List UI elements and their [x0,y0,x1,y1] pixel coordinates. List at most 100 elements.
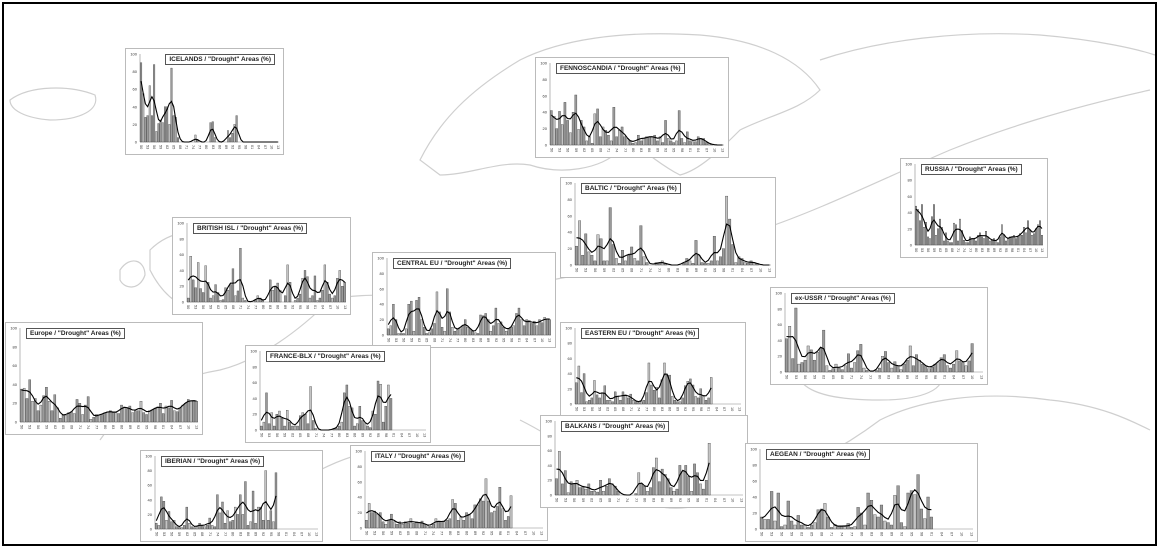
bar [803,359,807,373]
x-tick-label: 74 [859,375,863,379]
x-tick-label: 68 [231,305,235,309]
bar [574,94,578,146]
bar [608,478,611,496]
x-tick-label: 53 [194,305,198,309]
x-tick-label: 95 [237,145,241,149]
bar [440,327,444,336]
x-tick-label: 65 [613,407,617,411]
scandinavia-coast [419,33,821,176]
chart-title: BALTIC / "Drought" Areas (%) [581,183,681,194]
bar [856,350,860,373]
bar [234,506,237,530]
x-tick-label: 77 [850,532,854,536]
bar [666,478,670,496]
bar [443,521,446,529]
bar [677,110,681,146]
x-tick-label: 74 [625,498,629,502]
bar [131,412,134,423]
bar [942,354,946,373]
bar [337,425,341,431]
bar [853,362,857,373]
bar [159,403,162,423]
x-tick-label: 92 [683,407,687,411]
bar [165,520,168,530]
bar [613,485,617,496]
bar [244,300,247,303]
y-tick-label: 80 [13,344,18,349]
bar [148,410,151,423]
bar [356,423,359,431]
bar [563,470,567,496]
bar [663,474,667,496]
bar [221,501,224,530]
x-tick-label: 10 [531,531,535,535]
bar [955,350,959,373]
x-tick-label: 10 [731,498,735,502]
x-tick-label: 62 [417,338,421,342]
chart-france-blx: 0 20 40 60 80 100 50 53 56 59 62 65 68 71 74 77 80 83 86 89… [245,345,431,443]
bar [187,297,190,303]
bar [588,136,591,146]
bar [213,137,216,143]
bar [459,516,463,529]
bar [209,297,212,303]
smoothed-trend-line [155,495,277,528]
chart-title: BALKANS / "Drought" Areas (%) [561,421,670,432]
x-tick-label: 92 [914,375,918,379]
bar [464,319,467,336]
bar [581,485,585,496]
x-tick-label: 77 [644,407,648,411]
bar [737,256,741,266]
x-tick-label: 77 [223,532,227,536]
y-tick-label: 60 [778,322,783,327]
x-tick-label: 68 [630,268,634,272]
bar [930,367,934,373]
x-tick-label: 53 [563,498,567,502]
x-tick-label: 53 [162,532,166,536]
x-tick-label: 71 [423,531,427,535]
bar [921,204,923,246]
y-tick-label: 40 [13,382,18,387]
bar [780,526,784,530]
bar [95,414,98,423]
bar [1003,235,1005,246]
x-tick-label: 95 [298,305,302,309]
bar [211,295,215,303]
bar [192,400,196,423]
x-tick-label: 89 [694,268,698,272]
bar [959,218,961,246]
x-tick-label: 89 [254,532,258,536]
x-tick-label: 68 [950,248,954,252]
y-tick-label: 40 [778,338,783,343]
y-tick-label: 100 [775,291,782,296]
bar [430,328,433,336]
bar [361,420,364,431]
x-tick-label: 10 [970,375,974,379]
bar [697,397,700,405]
bar [276,282,279,303]
bar [473,504,477,529]
bar [262,421,266,431]
bar [397,333,400,336]
bar [284,295,287,303]
x-tick-label: 71 [956,248,960,252]
bar [489,330,492,336]
x-tick-label: 86 [353,433,357,437]
chart-british-isl: 0 20 40 60 80 100 50 53 56 59 62 65 68 71 74 77 80 83 86 89… [172,217,351,315]
bar [734,262,738,266]
bar [908,345,912,373]
bar [879,504,884,530]
bar [890,367,894,373]
x-tick-label: 56 [201,305,205,309]
bar [981,236,983,246]
bar [977,235,979,246]
x-tick-label: 50 [259,433,263,437]
bar [274,286,277,303]
x-tick-label: 50 [19,425,23,429]
bar [157,123,160,143]
bar [712,236,716,266]
y-tick-label: 40 [358,495,363,500]
bar [501,508,504,529]
bar [896,485,900,530]
x-tick-label: 50 [386,338,390,342]
